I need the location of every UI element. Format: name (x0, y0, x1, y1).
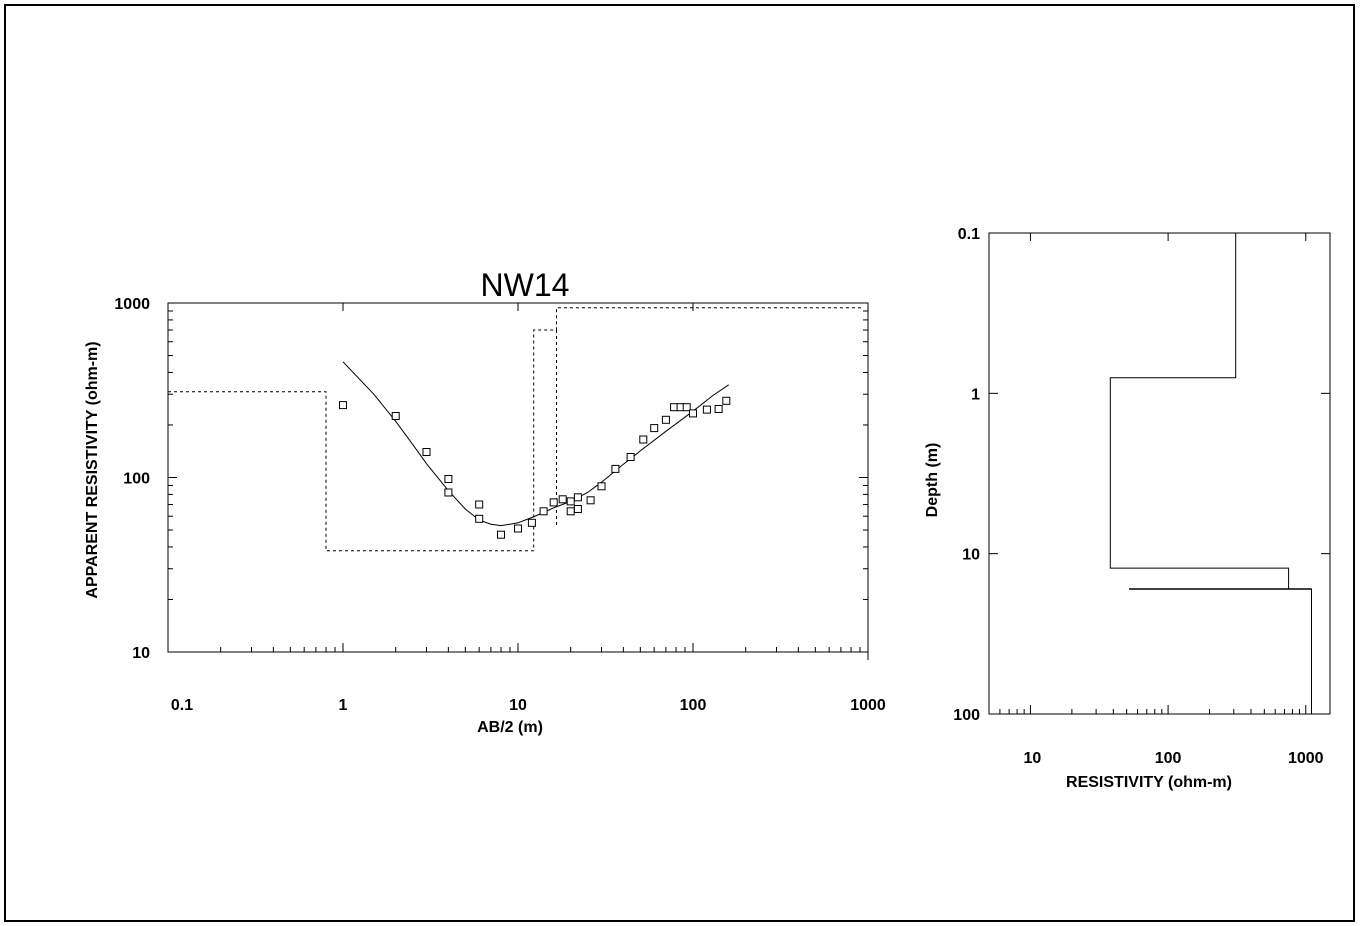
observed-point (682, 403, 691, 412)
observed-point (339, 401, 347, 410)
observed-point (527, 518, 536, 527)
x-tick-label: 10 (509, 697, 527, 714)
sounding-plot-frame (167, 302, 869, 653)
observed-point (670, 403, 679, 412)
observed-point (549, 498, 558, 507)
layer-x-tick-labels: 10 100 1000 (1024, 750, 1324, 767)
observed-point (573, 505, 582, 513)
depth-tick-label: 100 (953, 707, 980, 724)
observed-point (475, 514, 484, 523)
resistivity-tick-label: 100 (1155, 750, 1182, 767)
x-tick-label: 1000 (850, 697, 886, 714)
observed-point (689, 409, 697, 418)
x-tick-label: 1 (339, 697, 348, 714)
depth-tick-label: 0.1 (958, 226, 980, 243)
observed-point (539, 507, 548, 516)
calculated-curve-line (342, 361, 729, 527)
layer-model-dashed-line (168, 307, 862, 552)
observed-point (650, 424, 659, 433)
observed-point (558, 495, 567, 504)
layer-model-line (1109, 233, 1312, 714)
figure-frame (4, 4, 1355, 922)
observed-point (702, 405, 711, 414)
sounding-y-tick-labels: 10 100 1000 (114, 296, 150, 662)
observed-point (611, 464, 620, 473)
layer-axis-ticks (988, 232, 1330, 715)
observed-point (586, 496, 595, 505)
y-tick-label: 1000 (114, 296, 150, 313)
depth-axis-title: Depth (m) (924, 443, 941, 518)
sounding-x-tick-labels: 0.1 1 10 100 1000 (171, 697, 886, 714)
observed-point (422, 448, 431, 456)
x-axis-title: AB/2 (m) (477, 719, 543, 736)
y-tick-label: 10 (132, 645, 150, 662)
resistivity-tick-label: 1000 (1288, 750, 1324, 767)
x-tick-label: 100 (680, 697, 707, 714)
observed-point (661, 415, 670, 424)
observed-point (391, 412, 400, 420)
observed-point (722, 396, 731, 405)
x-tick-label: 0.1 (171, 697, 193, 714)
layer-plot-frame (988, 232, 1331, 715)
depth-tick-label: 1 (971, 386, 980, 403)
resistivity-tick-label: 10 (1024, 750, 1042, 767)
layer-y-tick-labels: 0.1 1 10 100 (953, 226, 980, 724)
observed-data-points (339, 396, 731, 539)
sounding-curve-chart: NW14 0.1 1 10 100 1000 10 100 1000 AB/2 (m) AP… (84, 267, 886, 736)
sounding-axis-ticks (167, 303, 869, 660)
observed-point (714, 405, 723, 413)
observed-point (573, 493, 582, 502)
observed-point (566, 507, 575, 516)
observed-point (497, 530, 505, 539)
observed-point (444, 488, 453, 497)
observed-point (444, 475, 453, 483)
observed-point (566, 497, 575, 506)
y-axis-title: APPARENT RESISTIVITY (ohm-m) (84, 341, 101, 598)
observed-point (639, 435, 648, 444)
y-tick-label: 100 (123, 471, 150, 488)
observed-point (626, 453, 635, 461)
observed-point (597, 482, 606, 491)
depth-tick-label: 10 (962, 547, 980, 564)
resistivity-axis-title: RESISTIVITY (ohm-m) (1066, 774, 1232, 791)
observed-point (475, 500, 484, 509)
observed-point (514, 524, 522, 533)
chart-title: NW14 (481, 267, 570, 303)
model-step-path (168, 307, 862, 552)
